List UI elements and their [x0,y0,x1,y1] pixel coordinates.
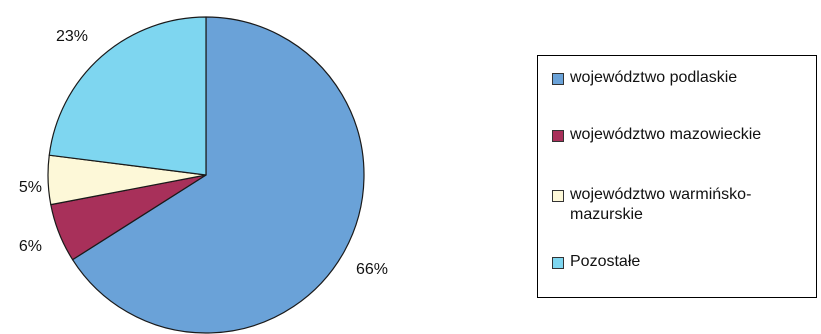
legend-label-warminsko-mazurskie: województwo warmińsko-mazurskie [570,186,752,223]
legend: województwo podlaskie województwo mazowi… [537,55,817,298]
legend-label-pozostale: Pozostałe [570,253,641,270]
legend-swatch-mazowieckie [552,130,564,142]
legend-item-pozostale: Pozostałe [552,252,810,272]
data-label-pozostale: 23% [56,28,88,45]
legend-swatch-warminsko-mazurskie [552,190,564,202]
data-label-podlaskie: 66% [356,261,388,278]
legend-swatch-podlaskie [552,73,564,85]
pie-slice-pozostale [48,16,207,176]
legend-label-mazowieckie: województwo mazowieckie [570,126,762,143]
pie-slice-podlaskie [72,16,365,334]
legend-label-podlaskie: województwo podlaskie [570,69,738,86]
legend-item-mazowieckie: województwo mazowieckie [552,125,810,145]
data-label-warminsko-mazurskie: 5% [19,179,42,196]
legend-swatch-pozostale [552,257,564,269]
legend-item-podlaskie: województwo podlaskie [552,68,810,88]
data-label-mazowieckie: 6% [19,238,42,255]
legend-item-warminsko-mazurskie: województwo warmińsko-mazurskie [552,185,770,225]
